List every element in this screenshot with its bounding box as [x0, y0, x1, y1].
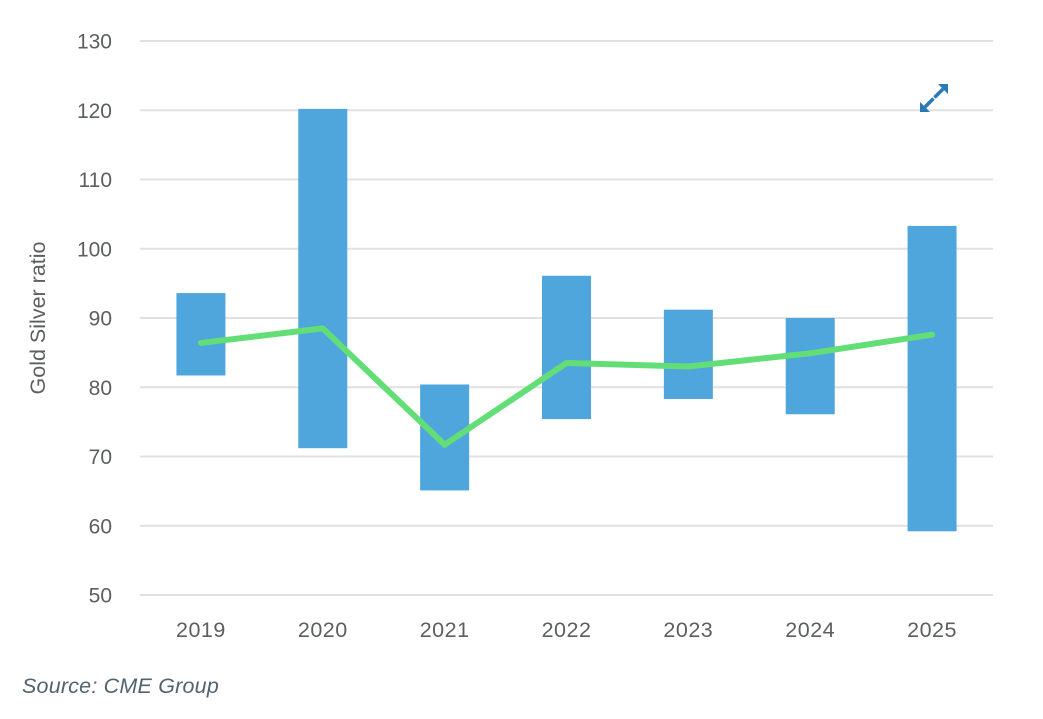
expand-arrows-icon	[920, 84, 948, 112]
expand-shaft-ne	[933, 87, 945, 99]
y-tick-70: 70	[89, 446, 112, 469]
range-bar-2025	[907, 225, 957, 532]
x-tick-2021: 2021	[420, 618, 470, 642]
x-tick-2019: 2019	[176, 618, 226, 642]
average-line	[197, 325, 936, 448]
expand-arrowhead-ne	[938, 84, 948, 94]
range-bar-2020	[298, 108, 348, 449]
y-tick-130: 130	[77, 31, 112, 54]
y-tick-90: 90	[89, 308, 112, 331]
y-axis-tick-labels: 130 120 110 100 90 80 70 60 50	[77, 31, 112, 608]
x-tick-2020: 2020	[298, 618, 348, 642]
y-tick-100: 100	[77, 238, 112, 261]
source-caption: Source: CME Group	[22, 674, 219, 698]
range-bar-2024	[785, 318, 835, 415]
y-tick-120: 120	[77, 100, 112, 123]
x-tick-2024: 2024	[785, 618, 835, 642]
y-tick-80: 80	[89, 377, 112, 400]
expand-shaft-sw	[923, 97, 935, 109]
expand-button[interactable]	[916, 80, 952, 116]
y-tick-50: 50	[89, 585, 112, 608]
range-bar-2019	[176, 293, 226, 376]
expand-arrowhead-sw	[920, 102, 930, 112]
x-axis-year-labels: 2019 2020 2021 2022 2023 2024 2025	[176, 618, 957, 642]
y-axis-title: Gold Silver ratio	[26, 241, 50, 394]
x-tick-2025: 2025	[907, 618, 957, 642]
range-bars	[176, 108, 957, 532]
range-bar-2021	[420, 384, 470, 491]
y-tick-110: 110	[79, 169, 112, 192]
x-tick-2023: 2023	[663, 618, 713, 642]
y-tick-60: 60	[89, 515, 112, 538]
x-tick-2022: 2022	[542, 618, 592, 642]
range-bar-2023	[663, 309, 713, 400]
range-bar-2022	[542, 275, 591, 420]
